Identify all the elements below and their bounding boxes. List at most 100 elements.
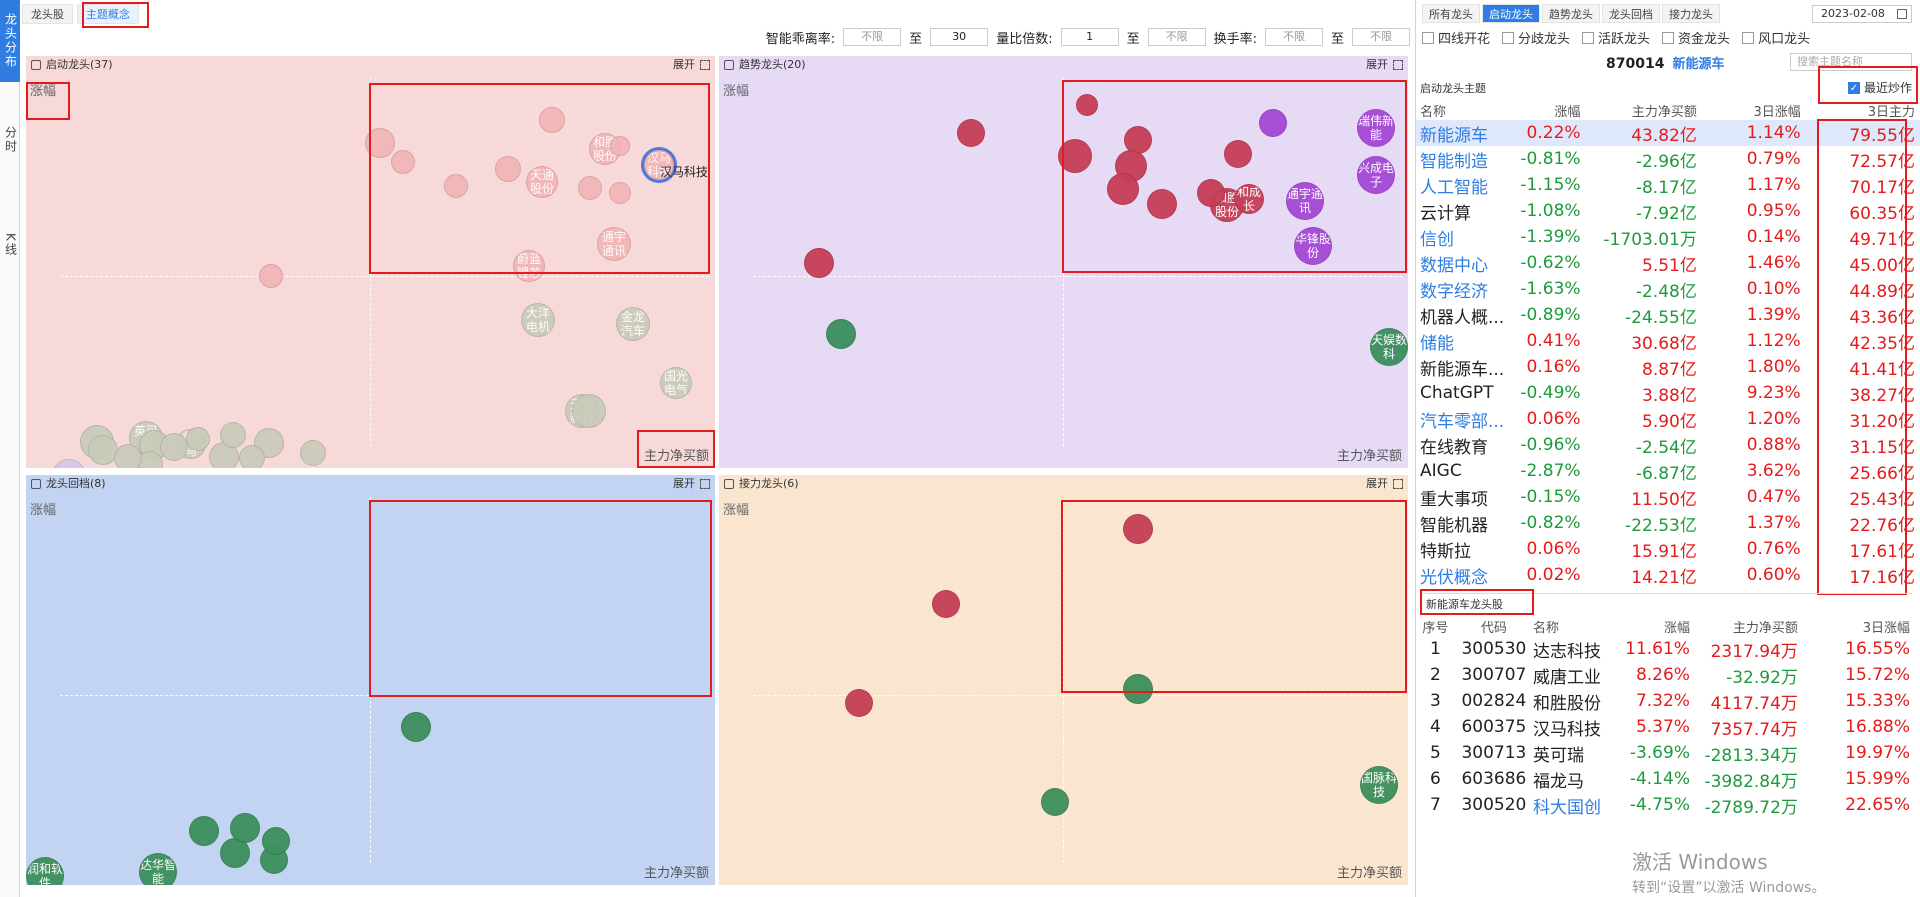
stock-bubble[interactable]: 大洋电机 [521,303,555,337]
checkbox-icon[interactable] [1742,31,1755,44]
tab-pullback-leaders[interactable]: 龙头回档 [1602,4,1660,23]
stock-bubble[interactable] [88,435,118,465]
tab-all-leaders[interactable]: 所有龙头 [1422,4,1480,23]
stock-bubble[interactable] [1124,126,1152,154]
stock-bubble[interactable]: 蔚蓝锂芯 [513,250,545,282]
stock-bubble[interactable] [495,156,521,182]
theme-row[interactable]: 智能机器 -0.82% -22.53亿 1.37% 22.76亿 [1416,510,1920,536]
theme-row[interactable]: 云计算 -1.08% -7.92亿 0.95% 60.35亿 [1416,198,1920,224]
stock-bubble[interactable]: 兴成电子 [1357,156,1395,194]
leader-row[interactable]: 3 002824 和胜股份 7.32% 4117.74万 15.33% [1416,688,1916,714]
leader-row[interactable]: 6 603686 福龙马 -4.14% -3982.84万 15.99% [1416,766,1916,792]
stock-bubble[interactable] [932,590,960,618]
checkbox-icon[interactable] [1502,31,1515,44]
tab-relay-leaders[interactable]: 接力龙头 [1662,4,1720,23]
check-divergence[interactable]: 分歧龙头 [1502,28,1570,47]
check-capital[interactable]: 资金龙头 [1662,28,1730,47]
fullscreen-icon[interactable] [700,60,710,70]
recent-hype-toggle[interactable]: ✓ 最近炒作 [1847,81,1912,95]
theme-row[interactable]: 人工智能 -1.15% -8.17亿 1.17% 70.17亿 [1416,172,1920,198]
checkbox-icon[interactable] [1582,31,1595,44]
stock-bubble[interactable]: 润和软件 [26,857,64,885]
stock-bubble[interactable]: 通宇通讯 [1286,182,1324,220]
checkbox-icon[interactable] [1662,31,1675,44]
nav-leader-distribution[interactable]: 龙头分布 [0,0,20,82]
tab-trend-leaders[interactable]: 趋势龙头 [1542,4,1600,23]
stock-bubble[interactable]: 通宇通讯 [597,227,631,261]
expand-button[interactable]: 展开 [1366,58,1388,71]
deviation-from-input[interactable]: 不限 [843,28,902,46]
stock-bubble[interactable] [845,689,873,717]
stock-bubble[interactable] [957,119,985,147]
check-active[interactable]: 活跃龙头 [1582,28,1650,47]
fullscreen-icon[interactable] [1393,60,1403,70]
checkbox-checked-icon[interactable]: ✓ [1847,81,1860,94]
stock-bubble[interactable] [1076,94,1098,116]
leader-row[interactable]: 4 600375 汉马科技 5.37% 7357.74万 16.88% [1416,714,1916,740]
theme-row[interactable]: 数据中心 -0.62% 5.51亿 1.46% 45.00亿 [1416,250,1920,276]
checkbox-icon[interactable] [1422,31,1434,44]
stock-bubble[interactable] [539,107,565,133]
stock-bubble[interactable] [160,433,188,461]
stock-bubble[interactable] [365,128,395,158]
stock-bubble[interactable] [1259,109,1287,137]
stock-bubble[interactable] [1058,139,1092,173]
expand-button[interactable]: 展开 [673,58,695,71]
theme-row[interactable]: AIGC -2.87% -6.87亿 3.62% 25.66亿 [1416,458,1920,484]
stock-bubble[interactable]: 华锋股份 [1294,227,1332,265]
theme-row[interactable]: 机器人概... -0.89% -24.55亿 1.39% 43.36亿 [1416,302,1920,328]
stock-bubble[interactable]: 天娱数科 [1370,328,1408,366]
stock-bubble[interactable]: 汉马科技 [644,150,674,180]
stock-bubble[interactable]: 和胜股份 [589,133,621,165]
volume-to-input[interactable]: 不限 [1147,28,1206,46]
theme-row[interactable]: 信创 -1.39% -1703.01万 0.14% 49.71亿 [1416,224,1920,250]
stock-bubble[interactable] [300,440,326,466]
stock-bubble[interactable] [401,712,431,742]
theme-search-input[interactable]: 搜索主题名称 [1790,53,1912,71]
volume-from-input[interactable]: 1 [1060,28,1119,46]
stock-bubble[interactable]: 瑞伟新能 [1357,109,1395,147]
stock-bubble[interactable] [610,136,630,156]
theme-row[interactable]: ChatGPT -0.49% 3.88亿 9.23% 38.27亿 [1416,380,1920,406]
stock-bubble[interactable] [1123,514,1153,544]
check-four-lines[interactable]: 四线开花 [1422,28,1490,47]
theme-row[interactable]: 光伏概念 0.02% 14.21亿 0.60% 17.16亿 [1416,562,1920,588]
turnover-to-input[interactable]: 不限 [1352,28,1410,46]
stock-bubble[interactable] [220,838,250,868]
expand-button[interactable]: 展开 [673,477,695,490]
theme-row[interactable]: 新能源车 0.22% 43.82亿 1.14% 79.55亿 [1416,120,1920,146]
stock-bubble[interactable] [1107,173,1139,205]
stock-bubble[interactable] [262,827,290,855]
stock-bubble[interactable] [826,319,856,349]
leader-row[interactable]: 1 300530 达志科技 11.61% 2317.94万 16.55% [1416,636,1916,662]
theme-row[interactable]: 汽车零部... 0.06% 5.90亿 1.20% 31.20亿 [1416,406,1920,432]
stock-bubble[interactable] [1123,674,1153,704]
turnover-from-input[interactable]: 不限 [1264,28,1323,46]
stock-bubble[interactable] [186,427,210,451]
check-trend[interactable]: 风口龙头 [1742,28,1810,47]
deviation-to-input[interactable]: 30 [930,28,989,46]
theme-row[interactable]: 储能 0.41% 30.68亿 1.12% 42.35亿 [1416,328,1920,354]
stock-bubble[interactable] [189,816,219,846]
stock-bubble[interactable] [1197,179,1225,207]
stock-bubble[interactable] [259,264,283,288]
tab-theme-concept[interactable]: 主题概念 [77,4,139,24]
leader-row[interactable]: 5 300713 英可瑞 -3.69% -2813.34万 19.97% [1416,740,1916,766]
stock-bubble[interactable] [391,150,415,174]
stock-bubble[interactable] [804,248,834,278]
stock-bubble[interactable]: 国光电气 [660,367,692,399]
stock-bubble[interactable] [114,444,142,468]
stock-bubble[interactable]: 天通股份 [526,166,558,198]
tab-leader-stocks[interactable]: 龙头股 [22,4,73,24]
stock-bubble[interactable] [1041,788,1069,816]
date-picker[interactable]: 2023-02-08 [1812,5,1912,23]
nav-kline[interactable]: K线 [3,233,18,257]
stock-bubble[interactable] [444,174,468,198]
stock-bubble[interactable] [1224,140,1252,168]
stock-bubble[interactable] [578,176,602,200]
stock-bubble[interactable] [230,813,260,843]
fullscreen-icon[interactable] [700,479,710,489]
theme-row[interactable]: 数字经济 -1.63% -2.48亿 0.10% 44.89亿 [1416,276,1920,302]
leader-row[interactable]: 7 300520 科大国创 -4.75% -2789.72万 22.65% [1416,792,1916,818]
stock-bubble[interactable] [220,422,246,448]
